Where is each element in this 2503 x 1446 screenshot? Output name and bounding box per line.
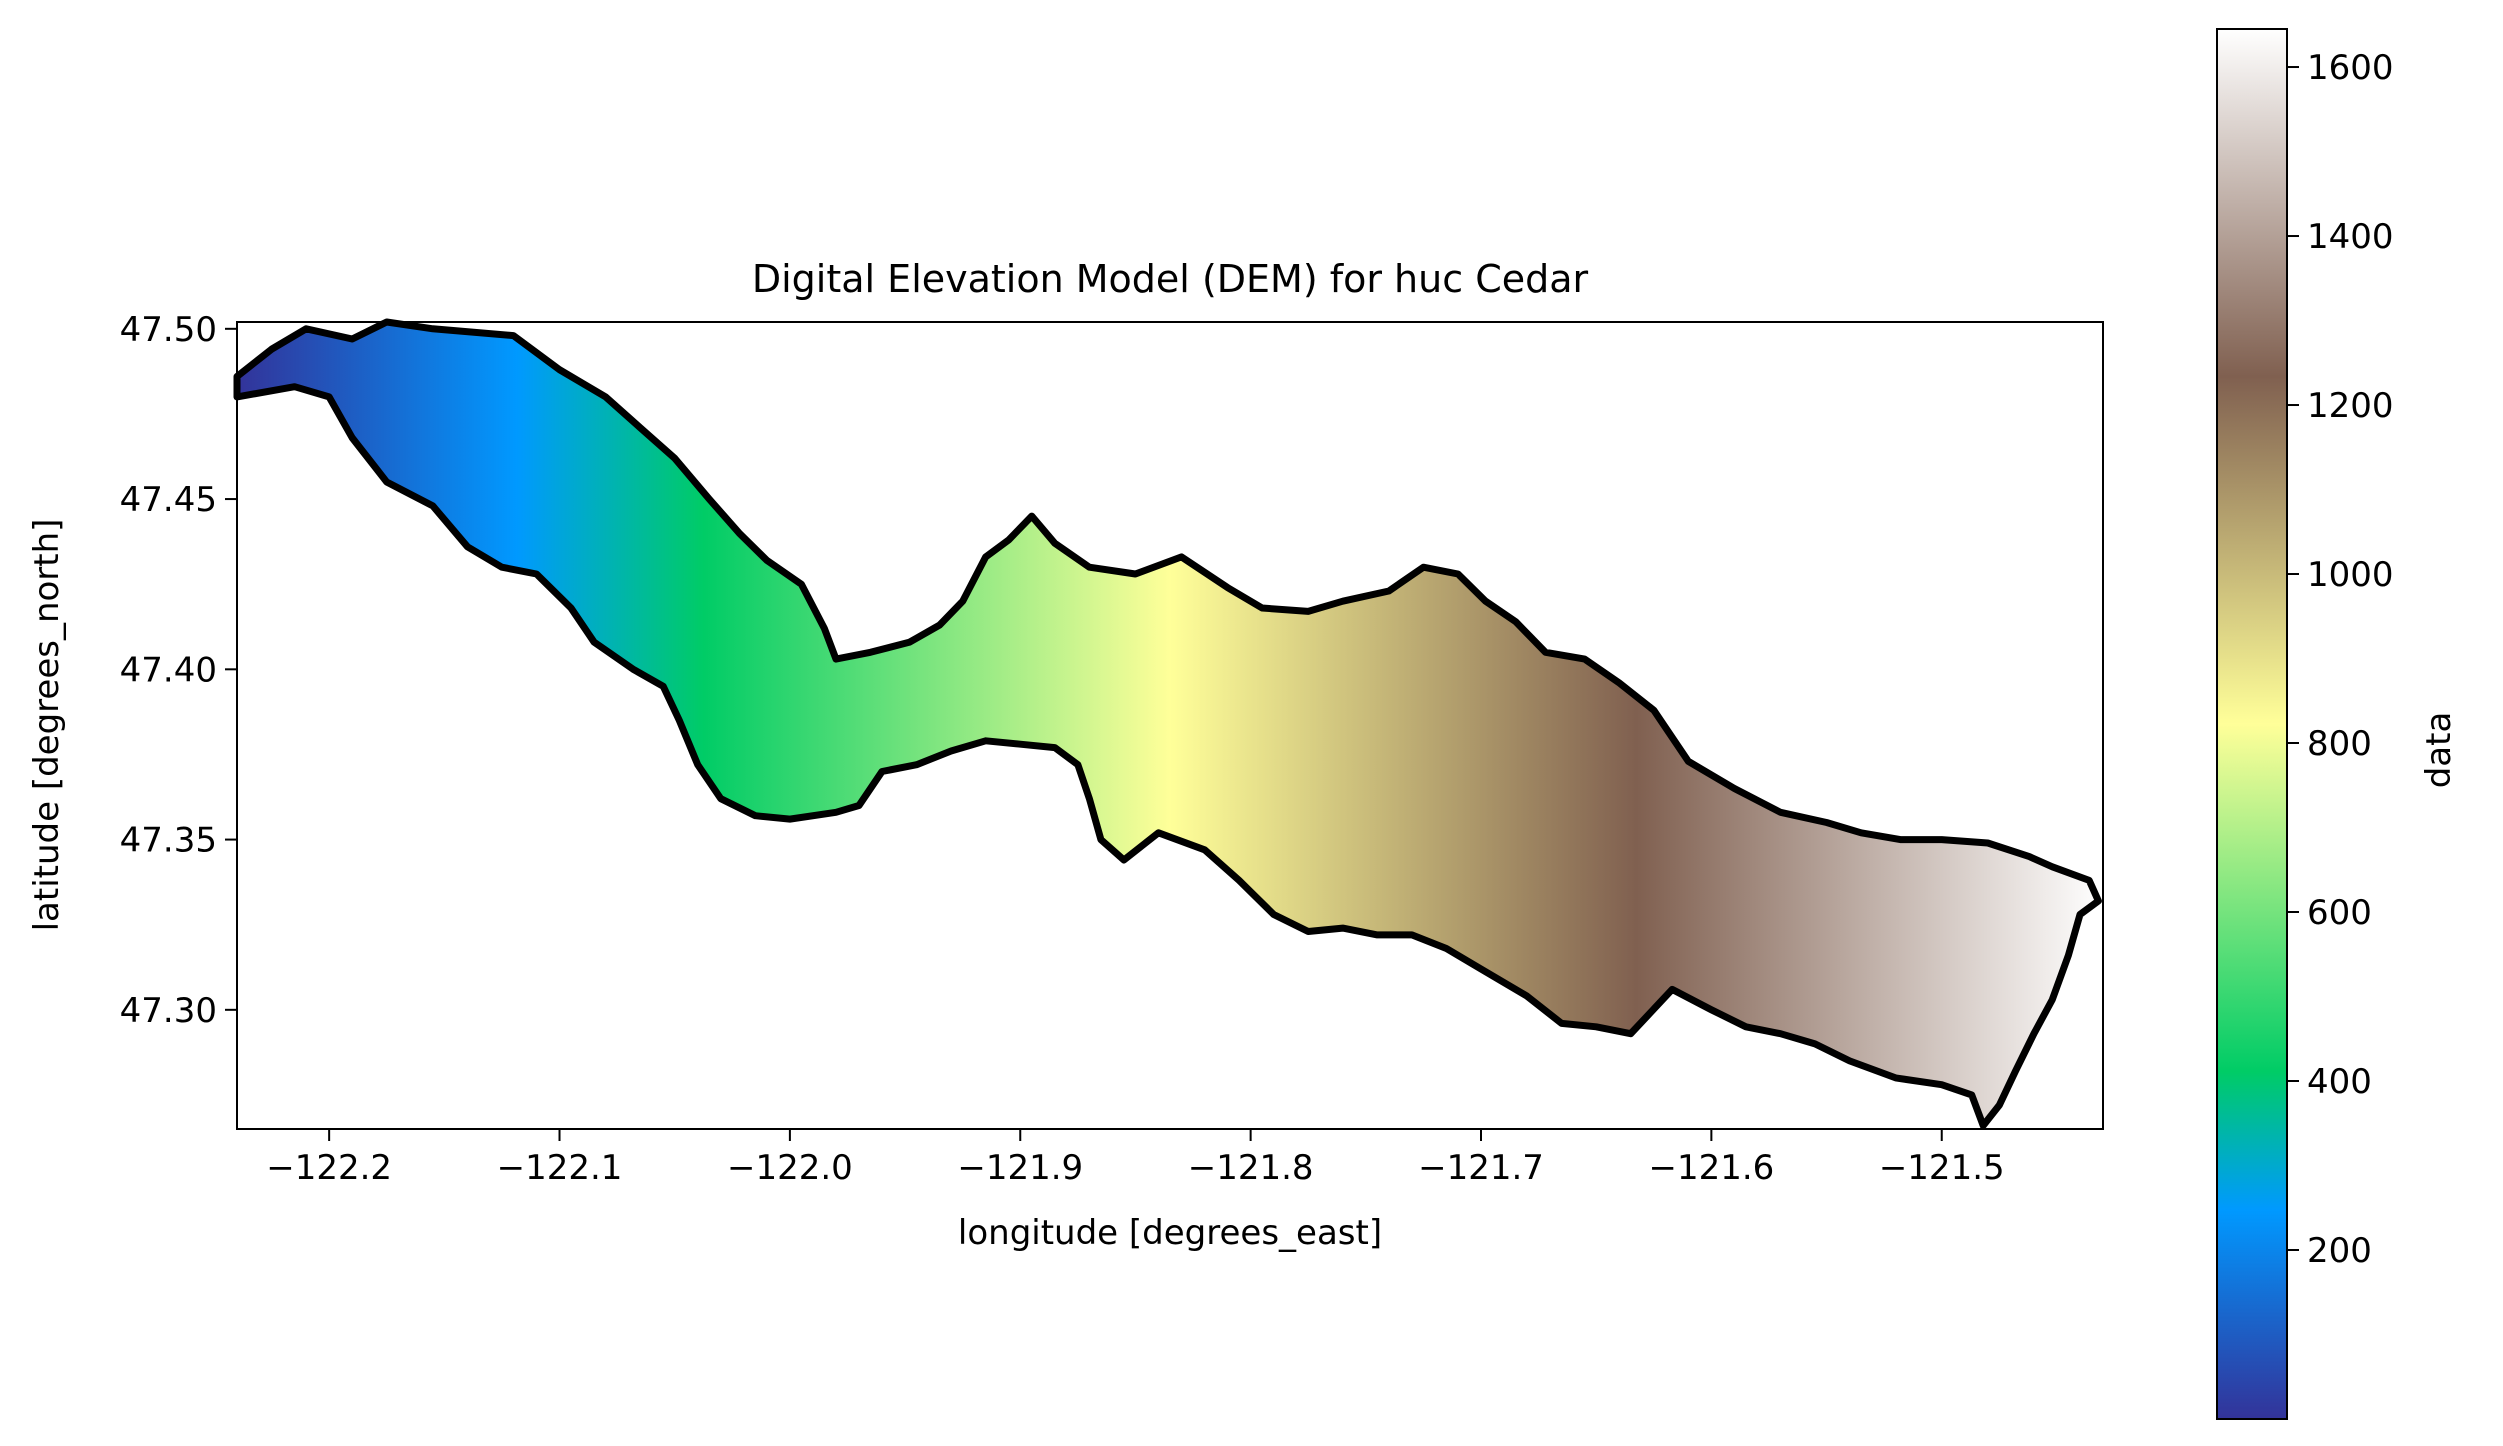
colorbar-tick-label: 800 bbox=[2307, 724, 2372, 764]
colorbar-gradient bbox=[2217, 29, 2287, 1419]
colorbar-tick-label: 400 bbox=[2307, 1062, 2372, 1102]
x-tick-label: −122.0 bbox=[727, 1148, 853, 1188]
chart-title: Digital Elevation Model (DEM) for huc Ce… bbox=[752, 257, 1589, 301]
colorbar-frame bbox=[2216, 28, 2288, 1420]
colorbar-tick-label: 1000 bbox=[2307, 555, 2394, 595]
x-tick-label: −122.2 bbox=[266, 1148, 392, 1188]
plot-frame bbox=[236, 321, 2104, 1130]
colorbar-ticks: 200 400 600 800 1000 1200 1400 1600 bbox=[2287, 48, 2394, 1271]
x-tick-label: −122.1 bbox=[497, 1148, 623, 1188]
y-axis: 47.30 47.35 47.40 47.45 47.50 bbox=[120, 310, 237, 1031]
x-tick-label: −121.7 bbox=[1418, 1148, 1544, 1188]
x-axis-label: longitude [degrees_east] bbox=[958, 1213, 1382, 1253]
y-tick-label: 47.35 bbox=[120, 821, 217, 861]
watershed-boundary bbox=[233, 318, 2102, 1130]
colorbar: 200 400 600 800 1000 1200 1400 1600 data bbox=[2216, 28, 2459, 1420]
colorbar-tick-label: 1600 bbox=[2307, 48, 2394, 88]
x-tick-label: −121.9 bbox=[957, 1148, 1083, 1188]
x-axis: −122.2 −122.1 −122.0 −121.9 −121.8 −121.7 −121… bbox=[266, 1129, 2005, 1188]
x-tick-label: −121.8 bbox=[1188, 1148, 1314, 1188]
plot-area bbox=[233, 318, 2104, 1130]
colorbar-label: data bbox=[2419, 712, 2459, 789]
x-tick-label: −121.6 bbox=[1648, 1148, 1774, 1188]
y-tick-label: 47.50 bbox=[120, 310, 217, 350]
colorbar-tick-label: 1200 bbox=[2307, 386, 2394, 426]
colorbar-tick-label: 200 bbox=[2307, 1231, 2372, 1271]
y-tick-label: 47.40 bbox=[120, 650, 217, 690]
x-tick-label: −121.5 bbox=[1879, 1148, 2005, 1188]
colorbar-tick-label: 600 bbox=[2307, 893, 2372, 933]
colorbar-tick-label: 1400 bbox=[2307, 217, 2394, 257]
y-tick-label: 47.30 bbox=[120, 991, 217, 1031]
y-tick-label: 47.45 bbox=[120, 480, 217, 520]
y-axis-label: latitude [degrees_north] bbox=[27, 519, 67, 932]
